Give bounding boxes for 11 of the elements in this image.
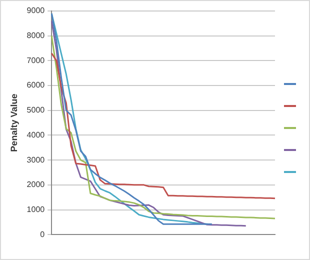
- y-tick-label: 5000: [26, 106, 46, 115]
- y-axis-title: Penalty Value: [8, 94, 19, 152]
- y-tick-label: 6000: [26, 80, 46, 90]
- y-tick-label: 3000: [26, 155, 46, 164]
- y-tick-label: 8000: [26, 31, 46, 40]
- y-tick-label: 4000: [26, 130, 46, 140]
- y-tick-label: 0: [40, 230, 46, 239]
- y-tick-label: 9000: [26, 6, 46, 16]
- y-tick-label: 2000: [26, 180, 46, 190]
- y-tick-label: 1000: [26, 204, 46, 214]
- y-tick-label: 7000: [26, 56, 46, 65]
